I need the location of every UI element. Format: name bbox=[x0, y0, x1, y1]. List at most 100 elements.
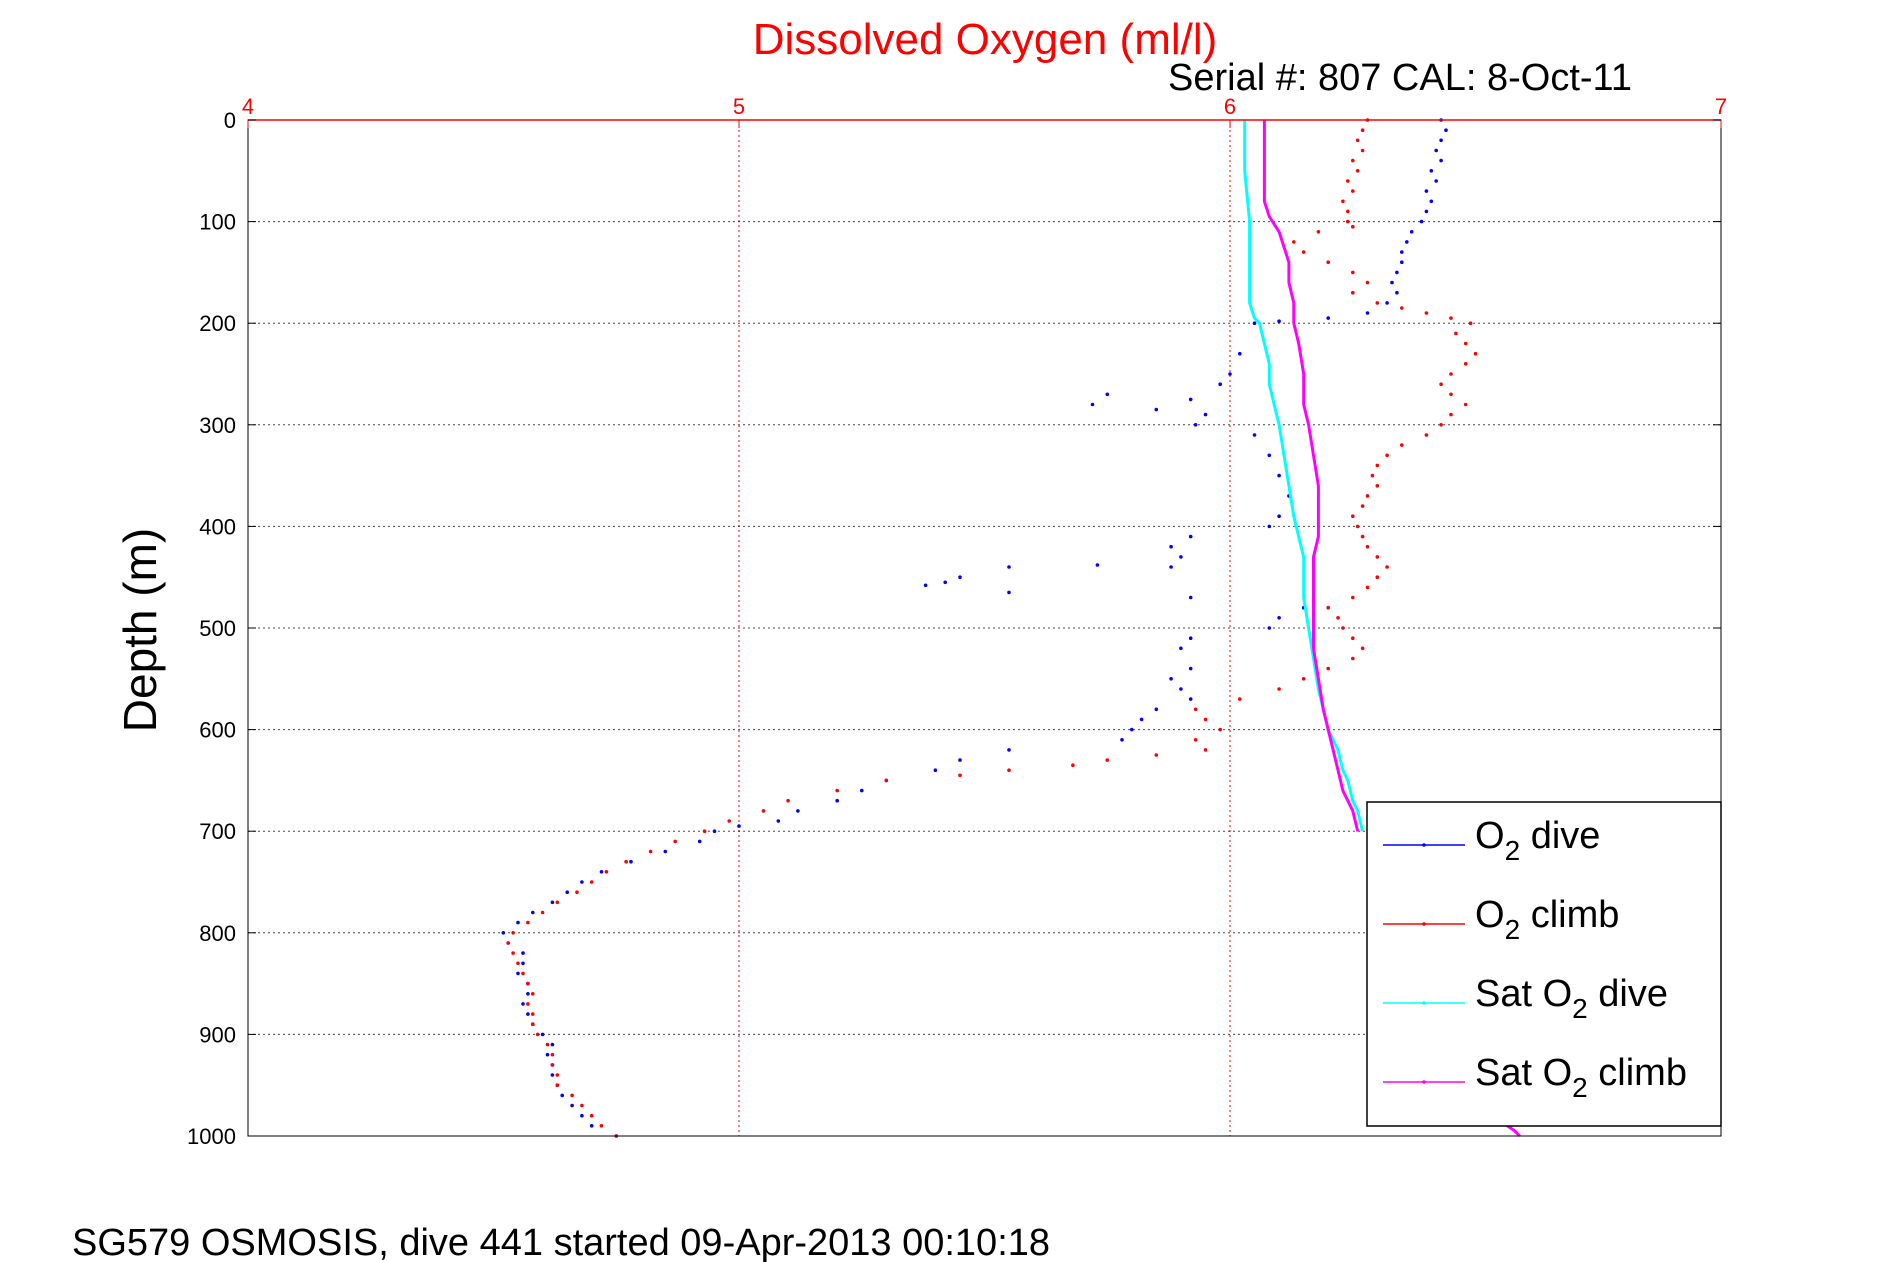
data-point bbox=[1400, 260, 1404, 265]
data-point bbox=[1169, 677, 1173, 681]
data-point bbox=[1360, 504, 1365, 508]
data-point bbox=[521, 961, 525, 966]
data-point bbox=[1385, 301, 1389, 305]
data-point bbox=[1365, 494, 1370, 498]
x-ticks: 4 5 6 7 bbox=[242, 94, 1727, 128]
data-point bbox=[1193, 738, 1198, 742]
data-point bbox=[1351, 636, 1355, 640]
data-point bbox=[531, 910, 535, 915]
data-point bbox=[1277, 687, 1281, 691]
data-point bbox=[1316, 230, 1321, 234]
data-point bbox=[933, 768, 938, 772]
data-point bbox=[1154, 753, 1159, 757]
data-point bbox=[1203, 412, 1208, 417]
data-point bbox=[737, 824, 741, 828]
data-point bbox=[580, 1103, 584, 1108]
data-point bbox=[580, 1113, 584, 1118]
data-point bbox=[1429, 169, 1434, 173]
data-point bbox=[1346, 219, 1350, 224]
data-point bbox=[1154, 407, 1159, 412]
series-o2-climb bbox=[506, 118, 1478, 1138]
y-tick-label: 400 bbox=[199, 514, 236, 539]
data-point bbox=[1301, 250, 1306, 254]
x-tick-label: 4 bbox=[242, 94, 254, 119]
data-point bbox=[1238, 351, 1242, 356]
data-point bbox=[958, 758, 962, 762]
data-point bbox=[1130, 727, 1134, 732]
data-point bbox=[555, 900, 560, 905]
data-point bbox=[1095, 563, 1100, 567]
data-point bbox=[1326, 605, 1330, 610]
data-point bbox=[511, 951, 515, 955]
series-layer bbox=[501, 118, 1521, 1138]
data-point bbox=[860, 788, 864, 793]
data-point bbox=[1395, 270, 1399, 275]
data-point bbox=[1228, 372, 1232, 376]
series-line bbox=[1243, 120, 1365, 832]
data-point bbox=[1444, 128, 1448, 132]
data-point bbox=[1449, 372, 1453, 376]
data-point bbox=[589, 1124, 594, 1128]
legend-label: O2 dive bbox=[1475, 815, 1600, 866]
footer-caption: SG579 OSMOSIS, dive 441 started 09-Apr-2… bbox=[72, 1222, 1050, 1262]
y-tick-label: 500 bbox=[199, 616, 236, 641]
data-point bbox=[629, 859, 633, 864]
data-point bbox=[1375, 575, 1380, 579]
data-point bbox=[884, 778, 889, 783]
data-point bbox=[526, 992, 530, 996]
data-point bbox=[1351, 514, 1355, 518]
data-point bbox=[516, 920, 520, 925]
data-point bbox=[1405, 240, 1409, 244]
data-point bbox=[1346, 179, 1350, 183]
y-tick-label: 200 bbox=[199, 311, 236, 336]
y-tick-label: 800 bbox=[199, 921, 236, 946]
data-point bbox=[1351, 189, 1355, 193]
data-point bbox=[1154, 707, 1159, 712]
data-point bbox=[1292, 240, 1296, 244]
data-point bbox=[1375, 301, 1380, 305]
data-point bbox=[521, 1002, 525, 1006]
data-point bbox=[1424, 433, 1429, 437]
data-point bbox=[1301, 677, 1306, 681]
data-point bbox=[1218, 382, 1222, 387]
data-point bbox=[1360, 148, 1365, 153]
grid-lines bbox=[248, 120, 1721, 1136]
legend-swatch-marker bbox=[1422, 922, 1426, 926]
data-point bbox=[1463, 402, 1468, 407]
data-point bbox=[550, 1073, 555, 1077]
data-point bbox=[1439, 423, 1443, 427]
data-point bbox=[1267, 524, 1272, 529]
data-point bbox=[943, 580, 947, 585]
data-point bbox=[1169, 565, 1173, 569]
data-point bbox=[580, 880, 584, 884]
data-point bbox=[1365, 280, 1370, 285]
data-point bbox=[1218, 727, 1222, 732]
data-point bbox=[589, 1113, 594, 1118]
data-point bbox=[1277, 616, 1281, 620]
data-point bbox=[1385, 565, 1389, 569]
data-point bbox=[550, 1042, 555, 1047]
y-tick-label: 0 bbox=[224, 108, 236, 133]
data-point bbox=[1351, 595, 1355, 600]
data-point bbox=[712, 829, 717, 833]
data-point bbox=[560, 1093, 564, 1098]
data-point bbox=[673, 839, 677, 844]
data-point bbox=[550, 1063, 555, 1067]
data-point bbox=[1346, 209, 1350, 214]
data-point bbox=[1336, 616, 1340, 620]
series-line bbox=[1262, 120, 1360, 832]
chart-title: Dissolved Oxygen (ml/l) bbox=[753, 15, 1218, 64]
data-point bbox=[1400, 443, 1404, 447]
data-point bbox=[1375, 484, 1380, 488]
data-point bbox=[1429, 199, 1434, 204]
data-point bbox=[570, 1103, 574, 1108]
data-point bbox=[1267, 453, 1272, 458]
y-axis-label: Depth (m) bbox=[114, 528, 166, 732]
data-point bbox=[1375, 463, 1380, 468]
data-point bbox=[1252, 321, 1257, 326]
data-point bbox=[531, 1022, 535, 1026]
data-point bbox=[1449, 316, 1453, 320]
data-point bbox=[516, 961, 520, 966]
data-point bbox=[1341, 199, 1345, 204]
